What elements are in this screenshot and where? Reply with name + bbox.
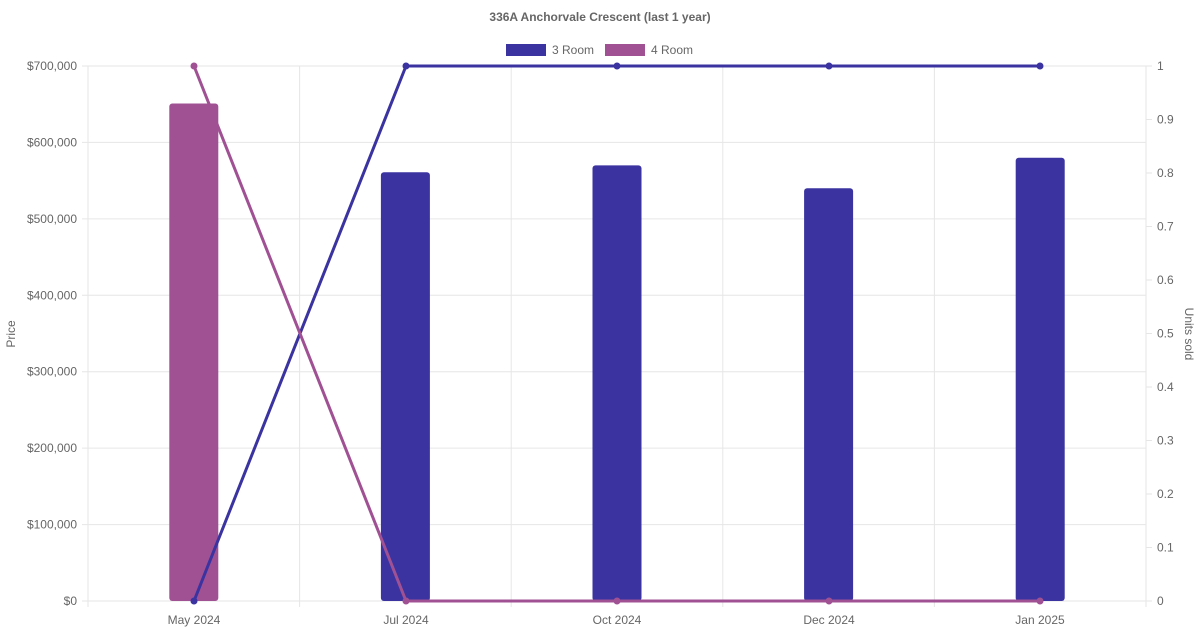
y-right-tick-label: 0.3 <box>1157 434 1174 448</box>
y-right-tick-label: 0.5 <box>1157 327 1174 341</box>
y-right-tick-label: 0 <box>1157 594 1164 608</box>
y-right-tick-label: 0.9 <box>1157 113 1174 127</box>
y-left-tick-label: $400,000 <box>27 288 77 302</box>
bars <box>169 103 1065 602</box>
point-4-room[interactable] <box>825 597 833 605</box>
point-3-room[interactable] <box>825 62 833 70</box>
y-right-tick-label: 0.1 <box>1157 541 1174 555</box>
legend: 3 Room 4 Room <box>506 43 693 57</box>
y-left-axis-title: Price <box>4 320 18 348</box>
left-axis: $0 $100,000 $200,000 $300,000 $400,000 $500,0… <box>27 59 77 608</box>
chart-title: 336A Anchorvale Crescent (last 1 year) <box>489 10 710 24</box>
y-left-tick-label: $500,000 <box>27 212 77 226</box>
y-right-tick-label: 0.8 <box>1157 166 1174 180</box>
bar-4-room[interactable] <box>169 103 219 601</box>
bar-3-room[interactable] <box>592 165 642 601</box>
series-points <box>190 62 1044 605</box>
point-4-room[interactable] <box>190 62 198 70</box>
y-left-tick-label: $200,000 <box>27 441 77 455</box>
x-tick-label: Oct 2024 <box>593 613 642 627</box>
x-tick-label: Jul 2024 <box>383 613 429 627</box>
bar-3-room[interactable] <box>1015 157 1065 601</box>
x-tick-label: Jan 2025 <box>1015 613 1065 627</box>
legend-label-4-room[interactable]: 4 Room <box>651 43 693 57</box>
y-right-tick-label: 0.6 <box>1157 273 1174 287</box>
point-4-room[interactable] <box>1036 597 1044 605</box>
y-left-tick-label: $0 <box>64 594 78 608</box>
point-3-room[interactable] <box>190 597 198 605</box>
y-right-axis-title: Units sold <box>1182 308 1196 361</box>
y-left-tick-label: $100,000 <box>27 518 77 532</box>
legend-swatch-3-room[interactable] <box>506 44 546 56</box>
x-tick-label: Dec 2024 <box>803 613 855 627</box>
point-4-room[interactable] <box>402 597 410 605</box>
y-right-tick-label: 1 <box>1157 59 1164 73</box>
x-axis: May 2024 Jul 2024 Oct 2024 Dec 2024 Jan 2025 <box>168 613 1065 627</box>
legend-swatch-4-room[interactable] <box>605 44 645 56</box>
y-left-tick-label: $700,000 <box>27 59 77 73</box>
y-left-tick-label: $300,000 <box>27 365 77 379</box>
y-right-tick-label: 0.7 <box>1157 220 1174 234</box>
bar-3-room[interactable] <box>380 172 430 601</box>
y-right-tick-label: 0.2 <box>1157 487 1174 501</box>
y-right-tick-label: 0.4 <box>1157 380 1174 394</box>
point-3-room[interactable] <box>613 62 621 70</box>
point-3-room[interactable] <box>1036 62 1044 70</box>
y-left-tick-label: $600,000 <box>27 135 77 149</box>
bar-3-room[interactable] <box>804 188 854 602</box>
right-axis: 0 0.1 0.2 0.3 0.4 0.5 0.6 0.7 0.8 0.9 1 <box>1146 59 1174 608</box>
point-3-room[interactable] <box>402 62 410 70</box>
legend-label-3-room[interactable]: 3 Room <box>552 43 594 57</box>
x-tick-label: May 2024 <box>168 613 221 627</box>
point-4-room[interactable] <box>613 597 621 605</box>
